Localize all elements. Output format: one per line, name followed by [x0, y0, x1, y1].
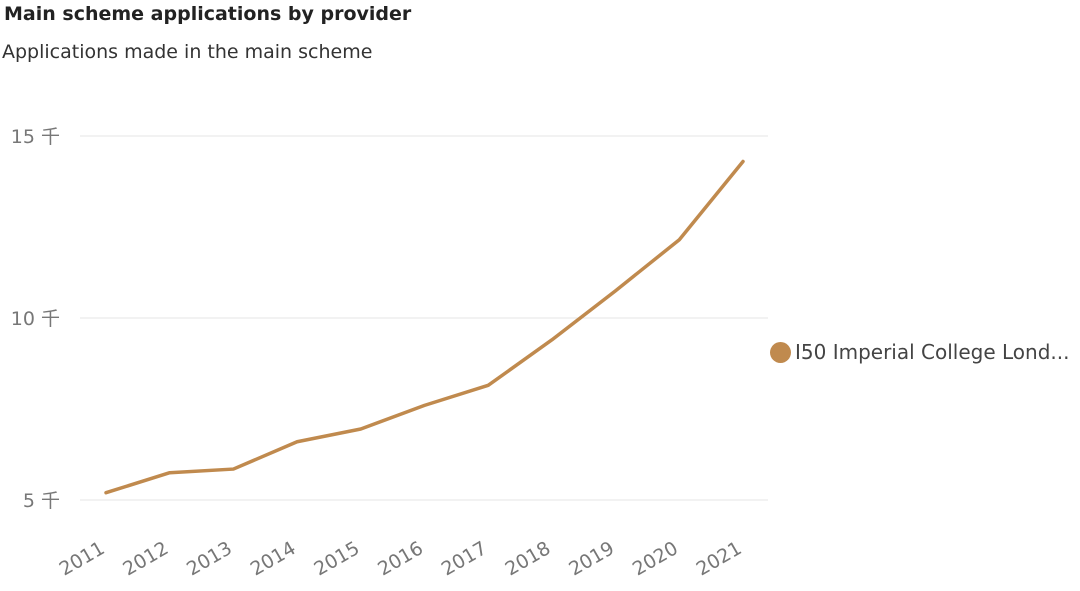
data-point[interactable]	[673, 234, 685, 246]
x-tick-label: 2016	[374, 537, 427, 580]
legend-swatch-icon	[770, 341, 791, 363]
x-tick-label: 2014	[247, 537, 300, 580]
data-point[interactable]	[610, 285, 622, 297]
y-tick-label: 5 千	[23, 490, 60, 512]
y-tick-label: 15 千	[11, 126, 60, 148]
data-point[interactable]	[737, 155, 749, 167]
chart-subtitle: Applications made in the main scheme	[2, 41, 373, 63]
data-point[interactable]	[546, 334, 558, 346]
data-point[interactable]	[355, 423, 367, 435]
x-tick-label: 2019	[565, 537, 618, 580]
data-point[interactable]	[419, 399, 431, 411]
series-line[interactable]	[104, 159, 745, 495]
chart-title: Main scheme applications by provider	[4, 3, 412, 25]
series-lines	[100, 155, 749, 499]
x-tick-label: 2011	[56, 537, 109, 580]
gridlines	[80, 135, 768, 501]
legend-label: I50 Imperial College Lond...	[795, 340, 1070, 364]
data-point[interactable]	[227, 463, 239, 475]
y-axis-ticks: 15 千 10 千 5 千	[11, 126, 60, 512]
data-point[interactable]	[291, 436, 303, 448]
x-tick-label: 2020	[629, 537, 682, 580]
data-point[interactable]	[482, 379, 494, 391]
x-tick-label: 2021	[693, 537, 746, 580]
data-point[interactable]	[164, 467, 176, 479]
y-tick-label: 10 千	[11, 308, 60, 330]
x-tick-label: 2015	[310, 537, 363, 580]
x-axis-ticks: 2011 2012 2013 2014 2015 2016 2017 2018 2019 2020…	[56, 537, 746, 580]
x-tick-label: 2012	[119, 537, 172, 580]
x-tick-label: 2018	[502, 537, 555, 580]
data-point[interactable]	[100, 487, 112, 499]
x-tick-label: 2013	[183, 537, 236, 580]
legend-item[interactable]: I50 Imperial College Lond...	[770, 340, 1069, 364]
x-tick-label: 2017	[438, 537, 491, 580]
